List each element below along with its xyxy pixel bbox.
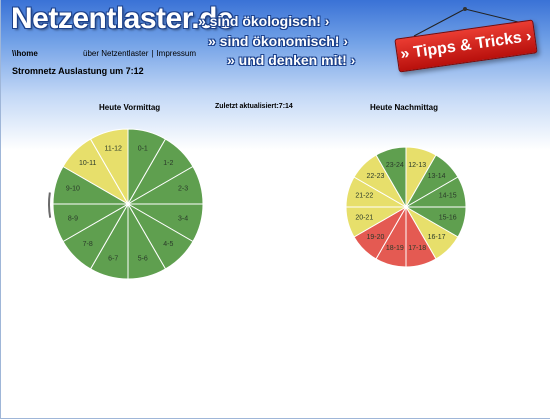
pie-label-am-6-7: 6-7 (108, 256, 118, 263)
pie-label-pm-14-15: 14-15 (439, 192, 457, 199)
pie-slice-am-11-12 (89, 128, 129, 206)
pie-chart-vormittag: 0-1 1-2 2-3 3-4 4-5 5-6 6-7 7-8 8-9 9-10 10-11 11-1… (48, 128, 204, 280)
nav-link-about[interactable]: über Netzentlaster (83, 49, 149, 58)
slogan-line-1: » sind ökologisch! › (198, 13, 330, 29)
pie-label-am-4-5: 4-5 (163, 241, 173, 248)
window-left-edge (0, 0, 1, 419)
pie-label-am-5-6: 5-6 (138, 256, 148, 263)
nav-home-link[interactable]: \\home (12, 49, 38, 58)
pie-label-pm-19-20: 19-20 (366, 234, 384, 241)
pie-label-pm-23-24: 23-24 (386, 162, 404, 169)
pie-label-pm-17-18: 17-18 (408, 245, 426, 252)
pie-slice-pm-23-24 (375, 146, 407, 209)
slogan-line-3: » und denken mit! › (227, 52, 356, 68)
last-updated-label: Zuletzt aktualisiert: (215, 103, 279, 110)
page-title: Stromnetz Auslastung um 7:12 (12, 66, 144, 76)
chart-title-nachmittag: Heute Nachmittag (370, 103, 439, 112)
pie-label-am-9-10: 9-10 (66, 186, 80, 193)
pie-label-pm-21-22: 21-22 (355, 192, 373, 199)
pie-label-pm-22-23: 22-23 (366, 173, 384, 180)
pie-label-pm-16-17: 16-17 (428, 234, 446, 241)
pie-label-am-1-2: 1-2 (163, 160, 173, 167)
hanging-string-icon (413, 7, 519, 37)
tipps-banner[interactable]: » Tipps & Tricks › (390, 0, 550, 80)
last-updated-time: 7:14 (278, 103, 293, 110)
pie-label-pm-20-21: 20-21 (355, 215, 373, 222)
slogan-line-2: » sind ökonomisch! › (208, 33, 349, 49)
pie-label-am-11-12: 11-12 (105, 145, 122, 152)
pie-label-am-0-1: 0-1 (138, 145, 148, 152)
site-logo[interactable]: Netzentlaster.de (11, 2, 234, 35)
pie-label-am-2-3: 2-3 (178, 186, 188, 193)
hover-highlight-arc (48, 192, 52, 218)
nav-links: über Netzentlaster | Impressum (83, 49, 196, 58)
last-updated-text: Zuletzt aktualisiert:7:14 (215, 103, 293, 110)
pie-label-am-8-9: 8-9 (68, 215, 78, 222)
pie-label-pm-13-14: 13-14 (428, 173, 446, 180)
pie-label-pm-12-13: 12-13 (408, 162, 426, 169)
nav-separator: | (151, 49, 154, 58)
pie-label-pm-18-19: 18-19 (386, 245, 404, 252)
pie-label-pm-15-16: 15-16 (439, 215, 457, 222)
nav-link-impressum[interactable]: Impressum (156, 49, 197, 58)
pie-label-am-10-11: 10-11 (79, 160, 96, 167)
chart-title-vormittag: Heute Vormittag (99, 103, 161, 112)
pie-label-am-7-8: 7-8 (83, 241, 93, 248)
pie-label-am-3-4: 3-4 (178, 215, 188, 222)
